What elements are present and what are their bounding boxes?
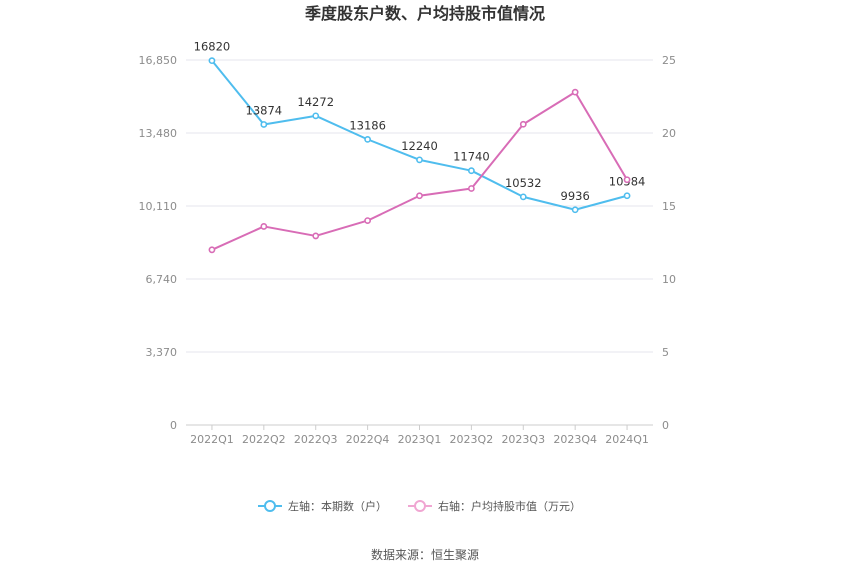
right-tick-label: 20 [662,127,676,140]
data-point [364,217,372,224]
data-point [208,57,216,65]
x-tick-label: 2022Q3 [294,433,338,446]
left-tick-label: 6,740 [146,273,178,286]
data-point [312,112,320,120]
x-axis-ticks: 2022Q1 2022Q2 2022Q3 2022Q4 2023Q1 2023Q2 2023… [190,425,649,446]
x-tick-label: 2023Q4 [553,433,597,446]
right-tick-label: 15 [662,200,676,213]
legend: 左轴：本期数（户） 右轴：户均持股市值（万元） [258,499,581,513]
left-tick-label: 10,110 [139,200,178,213]
x-tick-label: 2022Q1 [190,433,234,446]
x-tick-label: 2023Q1 [398,433,442,446]
left-axis-ticks: 0 3,370 6,740 10,110 13,480 16,850 [139,54,178,432]
data-label: 9936 [561,189,590,203]
gridlines [186,59,653,353]
data-label: 12240 [401,139,438,153]
left-tick-label: 3,370 [146,346,178,359]
data-point [467,167,475,175]
data-label: 14272 [297,95,334,109]
legend-marker [264,500,276,512]
series-group: 1682013874142721318612240117401053299361… [194,40,645,254]
data-point [208,246,216,254]
data-label: 10532 [505,176,542,190]
data-point [260,121,268,128]
legend-marker [414,500,426,512]
legend-label: 左轴：本期数（户） [288,499,387,513]
right-tick-label: 0 [662,419,669,432]
x-tick-label: 2024Q1 [605,433,649,446]
x-tick-label: 2022Q2 [242,433,286,446]
data-source: 数据来源：恒生聚源 [371,547,479,562]
left-tick-label: 16,850 [139,54,178,67]
data-point [571,206,579,214]
x-tick-label: 2022Q4 [346,433,390,446]
legend-label: 右轴：户均持股市值（万元） [438,499,581,513]
data-point [519,120,527,128]
data-point [416,156,423,164]
data-label: 16820 [194,40,231,54]
x-tick-label: 2023Q3 [501,433,545,446]
right-tick-label: 5 [662,346,669,359]
right-axis-ticks: 0 5 10 15 20 25 [662,54,676,432]
data-point [312,232,320,240]
right-tick-label: 10 [662,273,676,286]
data-point [623,176,631,184]
series-line-1 [211,60,628,211]
chart-title: 季度股东户数、户均持股市值情况 [304,4,545,23]
left-tick-label: 13,480 [139,127,178,140]
right-tick-label: 25 [662,54,676,67]
data-point [416,192,423,200]
left-tick-label: 0 [170,419,177,432]
data-label: 11740 [453,150,490,164]
x-tick-label: 2023Q2 [450,433,494,446]
data-point [623,192,631,200]
data-point [364,135,372,143]
data-point [571,88,579,96]
data-label: 13874 [246,103,283,117]
data-label: 13186 [349,118,386,132]
data-point [467,185,475,192]
data-point [519,193,527,201]
data-point [260,223,268,230]
